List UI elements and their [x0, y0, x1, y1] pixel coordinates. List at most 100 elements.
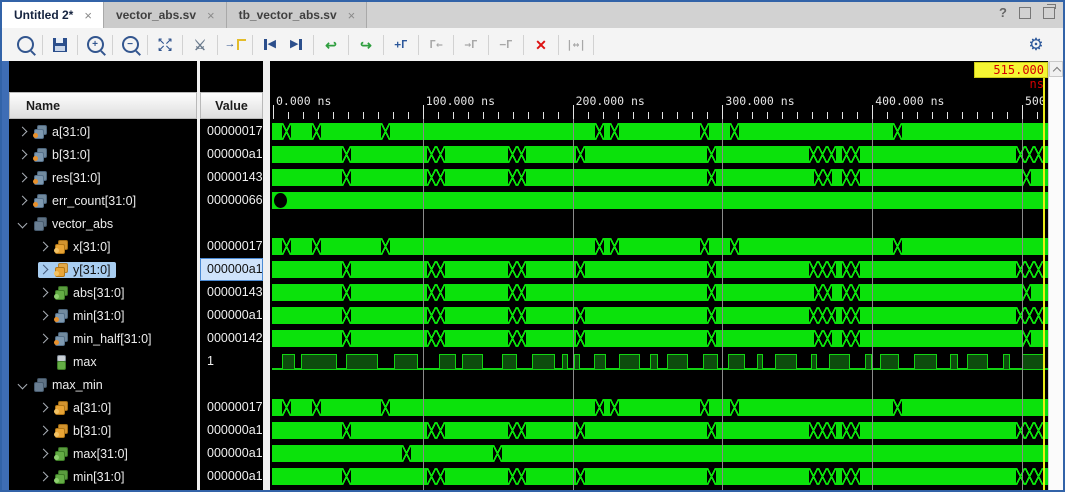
signal-value[interactable]: 000000a1 [207, 308, 263, 322]
wave-row[interactable] [270, 396, 1048, 419]
tree-row[interactable]: res[31:0] [9, 166, 205, 189]
maximize-icon[interactable] [1019, 7, 1031, 19]
time-cursor[interactable] [1043, 78, 1046, 490]
tree-row[interactable]: b[31:0] [9, 143, 205, 166]
expand-arrow-icon[interactable] [38, 448, 49, 459]
expand-arrow-icon[interactable] [38, 310, 49, 321]
signal-value[interactable]: 000000a1 [207, 147, 263, 161]
expand-arrow-icon[interactable] [38, 287, 49, 298]
signal-value[interactable]: 00000143 [207, 285, 263, 299]
expand-arrow-icon[interactable] [38, 425, 49, 436]
wave-row[interactable] [270, 258, 1048, 281]
tree-row[interactable]: max_min [9, 373, 205, 396]
wave-row[interactable] [270, 212, 1048, 235]
expand-arrow-icon[interactable] [38, 241, 49, 252]
vertical-scrollbar[interactable] [1048, 61, 1063, 490]
tab-tb-vector-abs-sv[interactable]: tb_vector_abs.sv × [226, 2, 368, 28]
previous-marker-icon[interactable]: Γ← [429, 38, 443, 51]
wave-row[interactable] [270, 189, 1048, 212]
tab-vector-abs-sv[interactable]: vector_abs.sv × [103, 2, 227, 28]
signal-value[interactable] [200, 212, 263, 235]
signal-value[interactable]: 1 [207, 354, 214, 368]
tree-row[interactable]: y[31:0] [9, 258, 226, 281]
zoom-fit-icon[interactable]: ↖↗ ↙↘ [157, 35, 173, 53]
tree-row[interactable]: a[31:0] [9, 396, 226, 419]
signal-value[interactable]: 00000143 [207, 170, 263, 184]
signal-value[interactable]: 00000017 [207, 400, 263, 414]
signal-value[interactable]: 00000066 [207, 193, 263, 207]
zoom-in-icon[interactable]: + [82, 33, 108, 57]
value-column-header[interactable]: Value [200, 92, 263, 119]
expand-arrow-icon[interactable] [17, 379, 28, 390]
previous-transition-icon[interactable]: ↩ [325, 36, 337, 53]
wave-row[interactable] [270, 120, 1048, 143]
delete-icon[interactable]: ✕ [535, 36, 547, 53]
swap-cursors-icon[interactable]: |↔| [566, 38, 586, 51]
signal-value[interactable]: 000000a1 [207, 423, 263, 437]
signal-value[interactable]: 00000142 [207, 331, 263, 345]
tree-row[interactable]: min[31:0] [9, 465, 226, 488]
transition-mark [699, 238, 709, 255]
zoom-out-icon[interactable]: − [117, 33, 143, 57]
expand-arrow-icon[interactable] [17, 172, 28, 183]
tree-row[interactable]: a[31:0] [9, 120, 205, 143]
expand-arrow-icon[interactable] [17, 149, 28, 160]
settings-gear-icon[interactable]: ⚙ [1028, 34, 1044, 54]
wave-row[interactable] [270, 465, 1048, 488]
signal-name: a[31:0] [73, 400, 112, 415]
next-marker-icon[interactable]: →Γ [464, 38, 478, 51]
search-icon[interactable] [12, 33, 38, 57]
tree-row[interactable]: x[31:0] [9, 235, 226, 258]
expand-arrow-icon[interactable] [38, 333, 49, 344]
scroll-up-button[interactable] [1049, 61, 1063, 77]
signal-value[interactable]: 00000017 [207, 239, 263, 253]
wave-row[interactable] [270, 442, 1048, 465]
waveform-canvas[interactable]: 515.000 ns 0.000 ns 100.000 ns 200.000 ns 3… [270, 61, 1048, 490]
tree-row[interactable]: max [9, 350, 240, 373]
tab-untitled-2-[interactable]: Untitled 2* × [2, 2, 104, 28]
tree-row[interactable]: abs[31:0] [9, 281, 226, 304]
add-marker-icon[interactable]: +Γ [394, 38, 408, 51]
column-divider[interactable] [197, 61, 200, 490]
wave-row[interactable] [270, 327, 1048, 350]
wave-row[interactable] [270, 419, 1048, 442]
expand-arrow-icon[interactable] [17, 218, 28, 229]
expand-arrow-icon[interactable] [17, 126, 28, 137]
wave-row[interactable] [270, 304, 1048, 327]
tree-row[interactable]: vector_abs [9, 212, 205, 235]
wave-row[interactable] [270, 350, 1048, 373]
wave-row[interactable] [270, 281, 1048, 304]
close-icon[interactable]: × [347, 7, 356, 23]
expand-arrow-icon[interactable] [38, 471, 49, 482]
go-to-start-icon[interactable]: ◀ [257, 33, 283, 57]
tree-row[interactable]: b[31:0] [9, 419, 226, 442]
tree-row[interactable]: min_half[31:0] [9, 327, 226, 350]
remove-marker-icon[interactable]: −Γ [499, 38, 513, 51]
wave-row[interactable] [270, 235, 1048, 258]
signal-value[interactable]: 000000a1 [207, 469, 263, 483]
name-column-header[interactable]: Name [9, 92, 197, 119]
close-icon[interactable]: × [84, 7, 92, 23]
go-to-cursor-icon[interactable]: → [222, 33, 248, 57]
save-icon[interactable] [47, 33, 73, 57]
next-transition-icon[interactable]: ↪ [360, 36, 372, 53]
wave-row[interactable] [270, 373, 1048, 396]
wave-row[interactable] [270, 143, 1048, 166]
panel-divider[interactable] [263, 61, 270, 490]
expand-arrow-icon[interactable] [38, 402, 49, 413]
signal-value[interactable] [200, 373, 263, 396]
help-icon[interactable]: ? [999, 5, 1007, 20]
float-icon[interactable] [1043, 4, 1056, 19]
zoom-to-cursors-icon[interactable]: ⚔ [193, 36, 207, 53]
tree-row[interactable]: min[31:0] [9, 304, 226, 327]
go-to-end-icon[interactable]: ▶ [283, 33, 309, 57]
close-icon[interactable]: × [207, 7, 215, 23]
signal-value[interactable]: 00000017 [207, 124, 263, 138]
signal-value[interactable]: 000000a1 [207, 446, 263, 460]
signal-value[interactable]: 000000a1 [200, 258, 263, 281]
tree-row[interactable]: err_count[31:0] [9, 189, 205, 212]
expand-arrow-icon[interactable] [38, 264, 49, 275]
expand-arrow-icon[interactable] [17, 195, 28, 206]
tree-row[interactable]: max[31:0] [9, 442, 226, 465]
wave-row[interactable] [270, 166, 1048, 189]
